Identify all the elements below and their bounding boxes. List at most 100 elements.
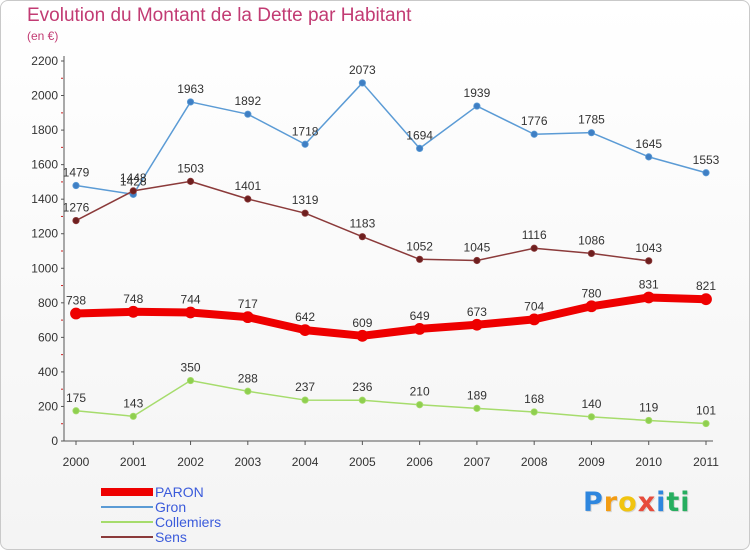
data-point-paron [127, 305, 140, 318]
data-point-collemiers [244, 387, 252, 395]
data-label-collemiers: 101 [696, 404, 716, 418]
data-label-sens: 1503 [177, 161, 204, 175]
series-line-gron [75, 82, 707, 196]
legend-label-collemiers: Collemiers [155, 514, 222, 530]
data-label-sens: 1052 [406, 239, 433, 253]
legend-swatch-sens [101, 536, 153, 538]
data-point-collemiers [72, 407, 80, 415]
logo-letter: o [618, 487, 638, 518]
data-point-gron [702, 169, 710, 177]
data-label-collemiers: 236 [352, 380, 372, 394]
legend-label-sens: Sens [155, 529, 187, 545]
data-point-sens [416, 255, 424, 263]
logo-letter: r [603, 487, 619, 518]
x-tick-label: 2001 [120, 455, 147, 469]
data-label-sens: 1276 [63, 201, 90, 215]
y-tick-label: 1400 [31, 192, 58, 206]
x-tick-label: 2003 [234, 455, 261, 469]
data-point-sens [358, 233, 366, 241]
data-point-collemiers [186, 376, 195, 385]
x-tick-label: 2004 [292, 455, 319, 469]
legend-swatch-paron [101, 488, 153, 496]
data-point-gron [72, 181, 80, 190]
y-tick-label: 600 [38, 330, 58, 344]
legend-swatch-collemiers [101, 521, 153, 523]
logo-letter: P [583, 487, 604, 518]
x-tick-label: 2009 [578, 455, 605, 469]
data-label-sens: 1043 [635, 241, 662, 255]
logo-letter: x [637, 487, 657, 518]
proxiti-logo: Proxiti [583, 487, 691, 518]
data-point-collemiers [473, 404, 481, 412]
data-point-gron [301, 140, 309, 148]
series-line-paron [72, 293, 710, 340]
data-label-gron: 1892 [234, 94, 261, 108]
chart-title: Evolution du Montant de la Dette par Hab… [27, 5, 412, 26]
data-point-sens [72, 217, 80, 225]
data-label-paron: 704 [524, 299, 544, 313]
data-point-sens [473, 256, 481, 265]
data-label-gron: 1785 [578, 113, 605, 127]
data-point-paron [528, 313, 541, 326]
data-label-sens: 1319 [292, 193, 319, 207]
data-label-gron: 1939 [464, 86, 491, 100]
data-label-sens: 1086 [578, 233, 605, 247]
data-label-collemiers: 168 [524, 392, 544, 406]
data-point-collemiers [358, 396, 366, 404]
y-tick-label: 2200 [31, 54, 58, 68]
data-label-sens: 1116 [522, 228, 547, 242]
x-tick-label: 2011 [693, 455, 719, 469]
data-point-paron [471, 318, 483, 331]
data-point-paron [241, 311, 254, 324]
data-label-collemiers: 143 [123, 396, 143, 410]
y-tick-label: 1600 [31, 158, 58, 172]
data-label-paron: 821 [696, 279, 716, 293]
data-label-gron: 1428 [120, 174, 147, 188]
data-point-paron [642, 291, 655, 304]
logo-letter: i [656, 487, 667, 518]
data-point-gron [530, 130, 538, 138]
data-label-paron: 673 [467, 305, 487, 319]
data-point-paron [299, 324, 311, 337]
data-label-paron: 831 [639, 277, 659, 291]
y-tick-label: 1000 [31, 261, 58, 275]
x-tick-label: 2005 [349, 455, 376, 469]
data-point-gron [473, 102, 481, 110]
data-label-sens: 1448 [120, 171, 147, 185]
data-point-collemiers [530, 408, 538, 416]
data-point-paron [700, 293, 712, 306]
data-label-gron: 1553 [693, 153, 720, 167]
data-label-paron: 780 [581, 286, 601, 300]
data-point-paron [356, 329, 369, 342]
data-label-gron: 1694 [406, 128, 433, 142]
data-label-collemiers: 210 [410, 385, 430, 399]
data-label-collemiers: 350 [181, 361, 201, 375]
x-tick-label: 2007 [464, 455, 491, 469]
data-point-sens [301, 209, 309, 217]
legend-label-gron: Gron [155, 499, 187, 515]
chart-subtitle: (en €) [27, 29, 59, 43]
data-point-collemiers [416, 401, 424, 409]
data-point-gron [358, 79, 366, 87]
data-label-gron: 2073 [349, 63, 376, 77]
y-tick-label: 2000 [31, 89, 58, 103]
data-label-paron: 738 [66, 294, 86, 308]
x-tick-label: 2008 [521, 455, 548, 469]
x-tick-label: 2002 [177, 455, 204, 469]
y-tick-label: 800 [38, 296, 58, 310]
data-point-gron [186, 98, 195, 106]
data-label-paron: 744 [181, 292, 201, 306]
data-point-sens [186, 177, 195, 185]
data-label-collemiers: 288 [238, 371, 258, 385]
data-label-collemiers: 237 [295, 380, 315, 394]
data-label-paron: 609 [352, 316, 372, 330]
data-point-gron [587, 129, 596, 137]
x-tick-label: 2006 [406, 455, 433, 469]
data-label-collemiers: 175 [66, 391, 86, 405]
data-label-gron: 1776 [521, 114, 548, 128]
legend-swatch-gron [101, 506, 153, 508]
data-point-collemiers [702, 419, 710, 428]
data-point-paron [585, 300, 598, 313]
